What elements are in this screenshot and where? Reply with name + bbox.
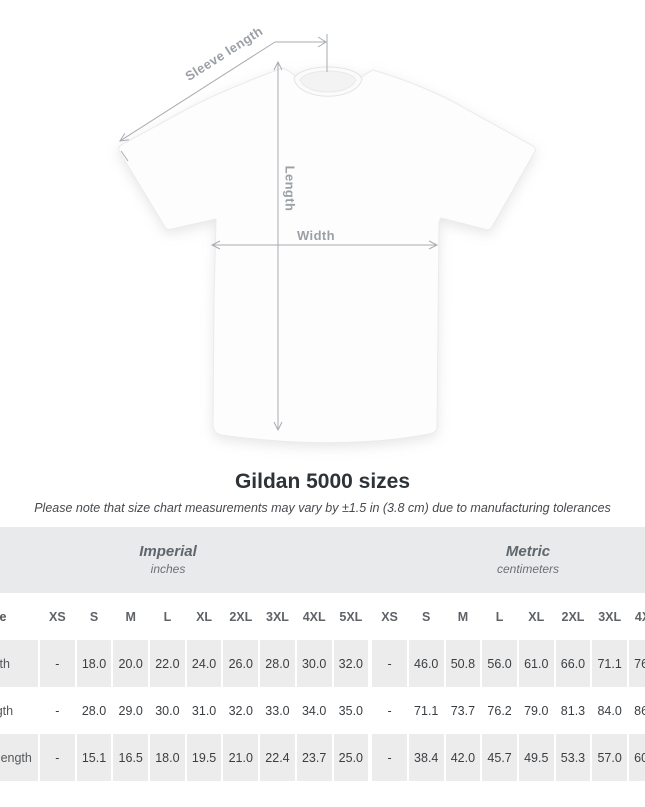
metric-value-cell: 71.1	[408, 687, 444, 734]
imperial-value-cell: 29.0	[113, 687, 149, 734]
unit-group-band: Imperial inches Metric centimeters	[0, 527, 645, 593]
imperial-value-cell: 25.0	[333, 734, 369, 781]
imperial-size-header: M	[113, 593, 149, 640]
imperial-size-header: 4XL	[296, 593, 332, 640]
imperial-value-cell: 31.0	[186, 687, 222, 734]
imperial-value-cell: 33.0	[260, 687, 295, 734]
metric-value-cell: -	[372, 687, 407, 734]
metric-group-name: Metric	[505, 543, 551, 560]
row-label: Length	[0, 687, 38, 734]
metric-value-cell: 60.2	[629, 734, 645, 781]
imperial-value-cell: 28.0	[76, 687, 112, 734]
size-table: SizeXSSMLXL2XL3XL4XL5XLXSSMLXL2XL3XL4XLW…	[0, 593, 645, 781]
metric-group-unit: centimeters	[496, 562, 560, 576]
dimension-lines	[119, 34, 439, 432]
imperial-value-cell: 23.7	[296, 734, 332, 781]
imperial-size-header: 5XL	[333, 593, 369, 640]
imperial-value-cell: 20.0	[113, 640, 149, 687]
metric-value-cell: 76.2	[482, 687, 517, 734]
row-label: Sleeve length	[0, 734, 38, 781]
metric-size-header: S	[408, 593, 444, 640]
metric-value-cell: 46.0	[408, 640, 444, 687]
page-title: Gildan 5000 sizes	[234, 470, 411, 493]
metric-value-cell: 66.0	[555, 640, 591, 687]
imperial-size-header: 2XL	[223, 593, 259, 640]
metric-value-cell: 84.0	[592, 687, 627, 734]
metric-value-cell: -	[372, 640, 407, 687]
imperial-value-cell: 32.0	[223, 687, 259, 734]
metric-value-cell: 56.0	[482, 640, 517, 687]
imperial-size-header: 3XL	[260, 593, 295, 640]
imperial-value-cell: 34.0	[296, 687, 332, 734]
metric-value-cell: 81.3	[555, 687, 591, 734]
collar-inner	[299, 70, 357, 93]
metric-value-cell: 71.1	[592, 640, 627, 687]
imperial-value-cell: 26.0	[223, 640, 259, 687]
width-label: Width	[297, 228, 335, 243]
imperial-value-cell: 30.0	[296, 640, 332, 687]
tolerance-note: Please note that size chart measurements…	[34, 501, 611, 515]
imperial-value-cell: -	[40, 640, 75, 687]
metric-size-header: 3XL	[592, 593, 627, 640]
imperial-size-header: S	[76, 593, 112, 640]
metric-size-header: XL	[518, 593, 554, 640]
metric-value-cell: 42.0	[445, 734, 481, 781]
imperial-value-cell: 18.0	[76, 640, 112, 687]
metric-group-header: Metric centimeters	[497, 527, 559, 593]
metric-value-cell: -	[372, 734, 407, 781]
imperial-size-header: XS	[40, 593, 75, 640]
metric-value-cell: 86.4	[629, 687, 645, 734]
metric-size-header: M	[445, 593, 481, 640]
imperial-group-header: Imperial inches	[139, 527, 197, 593]
imperial-value-cell: 35.0	[333, 687, 369, 734]
imperial-value-cell: 22.4	[260, 734, 295, 781]
tshirt-diagram	[118, 34, 536, 444]
metric-value-cell: 61.0	[518, 640, 554, 687]
metric-value-cell: 50.8	[445, 640, 481, 687]
imperial-size-header: XL	[186, 593, 222, 640]
imperial-value-cell: 16.5	[113, 734, 149, 781]
imperial-value-cell: -	[40, 734, 75, 781]
metric-size-header: XS	[372, 593, 407, 640]
imperial-value-cell: 24.0	[186, 640, 222, 687]
metric-value-cell: 49.5	[518, 734, 554, 781]
imperial-value-cell: 21.0	[223, 734, 259, 781]
metric-value-cell: 57.0	[592, 734, 627, 781]
imperial-value-cell: 32.0	[333, 640, 369, 687]
size-corner-header: Size	[0, 593, 38, 640]
length-label: Length	[282, 165, 298, 212]
imperial-group-name: Imperial	[139, 543, 197, 560]
imperial-group-unit: inches	[150, 562, 186, 576]
row-label: Width	[0, 640, 38, 687]
metric-value-cell: 53.3	[555, 734, 591, 781]
imperial-value-cell: 15.1	[76, 734, 112, 781]
metric-value-cell: 73.7	[445, 687, 481, 734]
imperial-value-cell: 19.5	[186, 734, 222, 781]
metric-value-cell: 45.7	[482, 734, 517, 781]
imperial-value-cell: 28.0	[260, 640, 295, 687]
imperial-value-cell: 18.0	[150, 734, 185, 781]
imperial-value-cell: 30.0	[150, 687, 185, 734]
metric-value-cell: 76.2	[629, 640, 645, 687]
metric-value-cell: 79.0	[518, 687, 554, 734]
imperial-size-header: L	[150, 593, 185, 640]
tshirt-graphic	[118, 66, 536, 444]
metric-size-header: 4XL	[629, 593, 645, 640]
imperial-value-cell: 22.0	[150, 640, 185, 687]
metric-size-header: L	[482, 593, 517, 640]
imperial-value-cell: -	[40, 687, 75, 734]
metric-size-header: 2XL	[555, 593, 591, 640]
metric-value-cell: 38.4	[408, 734, 444, 781]
